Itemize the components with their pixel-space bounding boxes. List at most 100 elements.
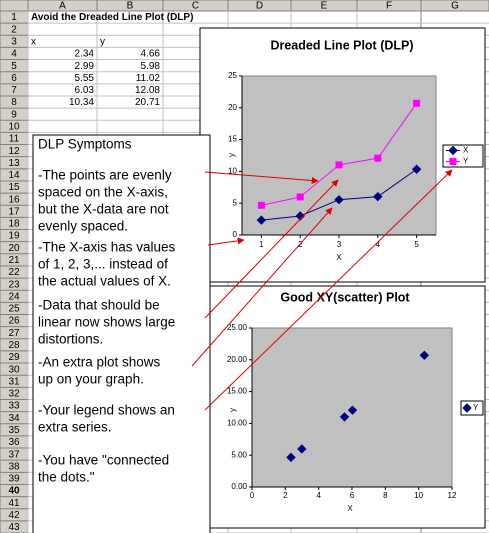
arrow (207, 237, 245, 246)
text-box-line: -The X-axis has values (38, 240, 176, 255)
data-point (373, 191, 383, 202)
column-header: C (192, 1, 199, 12)
data-point (374, 154, 382, 162)
chart-title: Dreaded Line Plot (DLP) (270, 38, 413, 52)
y-tick-label: 10 (228, 167, 237, 176)
text-box[interactable]: DLP Symptoms -The points are evenly spaced… (32, 134, 211, 533)
text-box-line: -The points are evenly (38, 168, 172, 183)
cells[interactable]: Avoid the Dreaded Line Plot (DLP) x y 2.34 4… (31, 12, 193, 108)
row-header: 12 (8, 146, 20, 157)
data-point (296, 193, 304, 201)
row-header: 17 (8, 206, 20, 217)
cell-number: 5.98 (141, 61, 161, 72)
x-tick-label: 1 (259, 240, 264, 249)
chart-title: Good XY(scatter) Plot (280, 290, 410, 304)
row-header: 9 (11, 109, 17, 120)
row-header: 19 (8, 231, 20, 242)
y-tick-label: 20.00 (227, 355, 248, 364)
row-header: 28 (8, 340, 20, 351)
text-box-line: up on your graph. (38, 372, 144, 387)
text-box-line: linear now shows large (38, 315, 175, 330)
legend-label[interactable]: Y (463, 157, 469, 166)
cell-number: 2.34 (75, 49, 95, 60)
x-tick-label: 2 (283, 491, 288, 500)
arrow (204, 171, 319, 184)
row-header: 7 (11, 85, 17, 96)
row-header: 15 (8, 182, 20, 193)
row-header: 38 (8, 461, 20, 472)
cell-number: 4.66 (141, 49, 161, 60)
text-box-line: extra series. (38, 420, 112, 435)
row-header: 20 (8, 243, 20, 254)
y-tick-label: 10.00 (227, 419, 248, 428)
column-header-bar (0, 0, 489, 12)
row-header: 30 (8, 364, 20, 375)
column-header: G (451, 1, 459, 12)
cell-number: 12.08 (135, 85, 160, 96)
row-header: 16 (8, 194, 20, 205)
data-point (286, 452, 296, 463)
data-point (297, 444, 307, 454)
row-header: 13 (8, 158, 20, 169)
data-point (257, 201, 265, 209)
line-chart[interactable]: Dreaded Line Plot (DLP) 0 5 10 15 20 25 Xy 1 2 3 4 5… (199, 27, 486, 283)
data-point (411, 164, 422, 174)
text-box-line: evenly spaced. (38, 219, 128, 234)
x-tick-label: 12 (448, 491, 457, 500)
arrow (204, 169, 453, 411)
row-header: 1 (11, 12, 17, 23)
data-point (295, 211, 305, 221)
arrows (191, 169, 453, 411)
cell-number: 10.34 (69, 97, 94, 108)
arrow (191, 207, 333, 367)
scatter-chart[interactable]: Good XY(scatter) Plot 0.00 5.00 10.00 15.00 2… (204, 285, 486, 529)
legend-marker (462, 403, 472, 413)
row-header: 29 (8, 352, 20, 363)
row-header: 41 (8, 498, 20, 509)
text-box-line: -Data that should be (38, 298, 160, 313)
row-header: 5 (11, 61, 17, 72)
data-point (256, 215, 267, 225)
text-box-line: but the X-data are not (38, 202, 169, 217)
y-tick-label: 0.00 (231, 482, 247, 491)
row-header: 26 (8, 316, 20, 327)
x-tick-label: 3 (337, 240, 342, 249)
x-tick-label: 4 (316, 491, 321, 500)
legend-label[interactable]: Y (473, 403, 479, 412)
x-tick-label: 8 (383, 491, 388, 500)
x-tick-label: 5 (414, 240, 419, 249)
row-header: 40 (8, 486, 20, 497)
text-box-line: -Your legend shows an (38, 403, 175, 418)
cell-number: 5.55 (75, 73, 95, 84)
cell-text: Avoid the Dreaded Line Plot (DLP) (31, 12, 193, 23)
text-box-line: -You have "connected (38, 453, 169, 468)
row-header: 27 (8, 328, 20, 339)
plot-area (241, 75, 437, 236)
row-header: 24 (8, 291, 20, 302)
text-box-line: -An extra plot shows (38, 355, 161, 370)
y-tick-label: 15.00 (227, 387, 248, 396)
data-point (419, 350, 430, 360)
data-point (335, 161, 343, 169)
arrow (204, 179, 339, 319)
y-tick-label: 5.00 (231, 450, 247, 459)
legend-label[interactable]: X (463, 146, 469, 155)
x-tick-label: 6 (350, 491, 355, 500)
y-tick-label: 25 (228, 71, 237, 80)
row-header-bar (0, 10, 29, 533)
row-header: 31 (8, 376, 20, 387)
y-tick-label: 15 (228, 135, 237, 144)
legend-marker (449, 158, 457, 165)
row-header: 36 (8, 437, 20, 448)
y-axis-label: y (227, 153, 236, 157)
row-header: 35 (8, 425, 20, 436)
x-tick-label: 4 (376, 240, 381, 249)
cell-number: 20.71 (135, 97, 160, 108)
column-header: B (127, 1, 134, 12)
y-axis-label: y (228, 408, 237, 412)
column-header: F (386, 1, 392, 12)
text-box-line: distortions. (38, 332, 103, 347)
row-header: 42 (8, 510, 20, 521)
x-tick-label: 10 (414, 491, 423, 500)
